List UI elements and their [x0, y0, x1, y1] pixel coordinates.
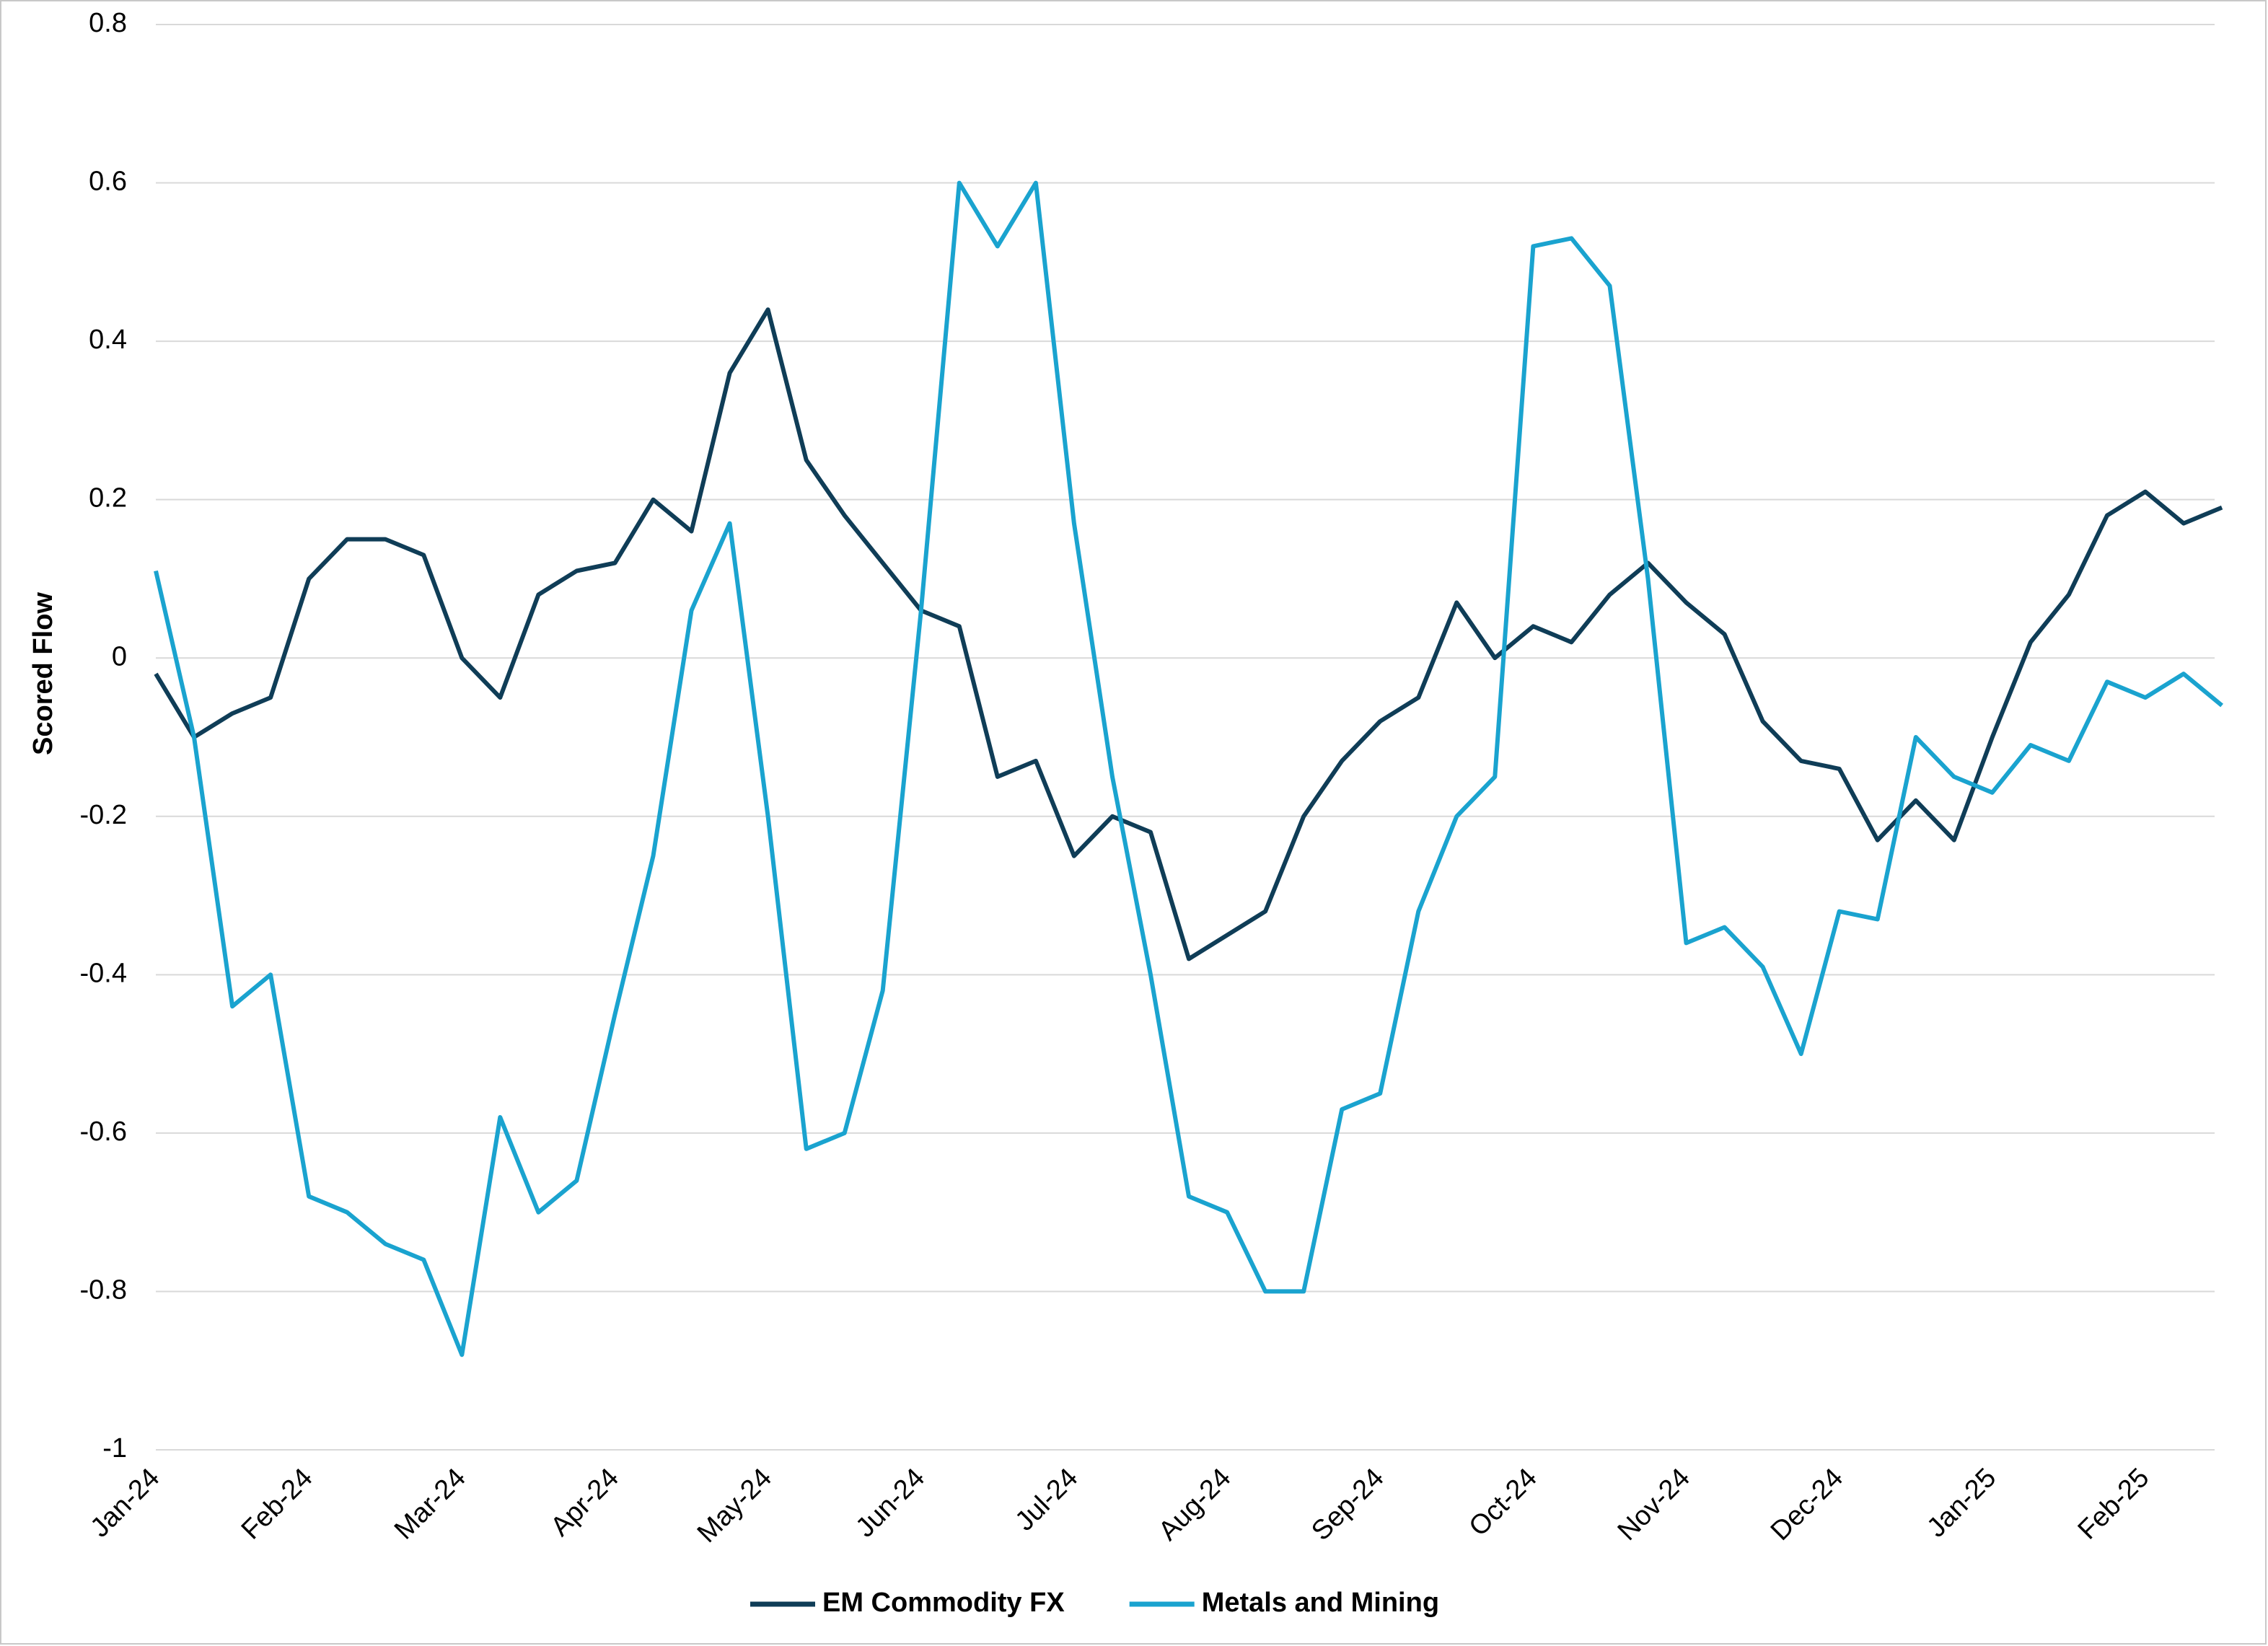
x-tick-label: Jan-24 [85, 1463, 166, 1544]
x-tick-label: Oct-24 [1463, 1463, 1542, 1542]
line-series [154, 180, 2224, 1357]
x-tick-label: Mar-24 [389, 1463, 472, 1546]
y-tick-label: 0 [112, 641, 127, 672]
x-tick-label: Feb-25 [2073, 1463, 2155, 1546]
x-tick-label: Jun-24 [850, 1463, 931, 1544]
x-tick-label: Apr-24 [545, 1463, 625, 1542]
y-tick-label: -0.6 [80, 1117, 127, 1147]
x-tick-label: Jan-25 [1921, 1463, 2002, 1544]
y-tick-label: 0.8 [89, 8, 127, 38]
y-tick-label: 0.2 [89, 483, 127, 514]
y-tick-label: 0.6 [89, 167, 127, 197]
x-tick-label: Jul-24 [1009, 1463, 1084, 1537]
legend-label: EM Commodity FX [822, 1588, 1065, 1618]
x-tick-label: Feb-24 [236, 1463, 319, 1546]
x-tick-label: Aug-24 [1153, 1463, 1236, 1546]
y-tick-label: -0.8 [80, 1275, 127, 1305]
legend-label: Metals and Mining [1202, 1588, 1439, 1618]
y-tick-label: 0.4 [89, 325, 127, 355]
y-axis-label: Scored Flow [28, 592, 58, 755]
x-tick-label: Dec-24 [1765, 1463, 1849, 1546]
x-tick-label: Sep-24 [1306, 1463, 1389, 1546]
x-tick-label: Nov-24 [1612, 1463, 1696, 1546]
line-series [154, 307, 2223, 961]
y-tick-label: -1 [102, 1433, 127, 1464]
y-tick-label: -0.4 [80, 958, 127, 988]
y-tick-label: -0.2 [80, 800, 127, 830]
x-tick-label: May-24 [692, 1463, 778, 1549]
